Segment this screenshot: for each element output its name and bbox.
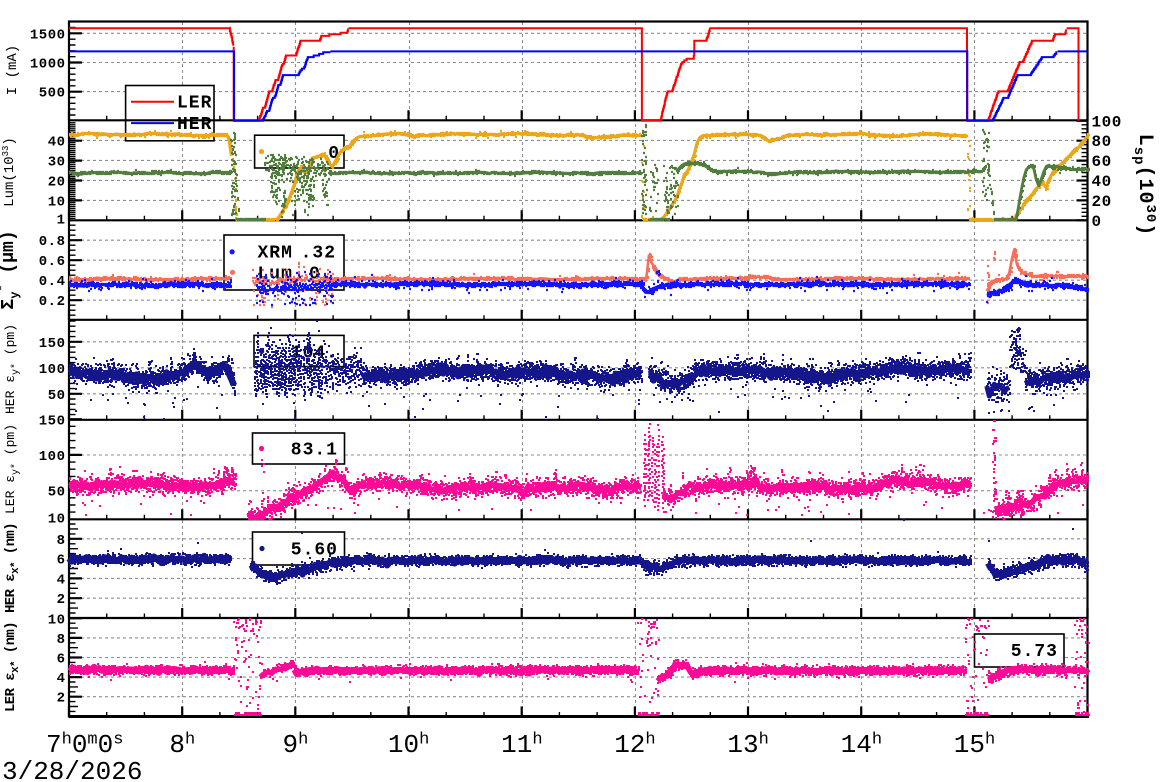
svg-text:0.8: 0.8 (39, 234, 66, 250)
svg-text:30: 30 (48, 154, 66, 170)
svg-text:6: 6 (57, 553, 66, 569)
svg-text:60: 60 (1092, 153, 1112, 171)
svg-text:1000: 1000 (30, 57, 66, 73)
svg-text:1: 1 (57, 212, 66, 228)
svg-text:0.2: 0.2 (39, 294, 66, 310)
svg-text:83.1: 83.1 (291, 440, 338, 460)
svg-text:5.60: 5.60 (291, 540, 338, 560)
svg-text:4: 4 (57, 671, 66, 687)
svg-text:0.4: 0.4 (39, 274, 66, 290)
svg-text:HER: HER (177, 115, 212, 135)
svg-text:8: 8 (57, 533, 66, 549)
svg-text:5.73: 5.73 (1011, 642, 1058, 662)
svg-text:10: 10 (48, 512, 66, 528)
svg-text:HER εy* (pm): HER εy* (pm) (3, 324, 22, 414)
svg-text:80: 80 (1092, 133, 1112, 151)
svg-text:500: 500 (39, 86, 66, 102)
svg-text:40: 40 (1092, 173, 1112, 191)
svg-text:.0: .0 (316, 144, 340, 164)
svg-text:I (mA): I (mA) (5, 45, 21, 95)
svg-text:150: 150 (39, 414, 66, 430)
svg-text:3/28/2026: 3/28/2026 (2, 757, 142, 782)
svg-text:LER εy* (pm): LER εy* (pm) (3, 424, 22, 514)
svg-text:100: 100 (1092, 113, 1122, 131)
svg-text:.32: .32 (301, 244, 336, 264)
svg-text:XRM: XRM (258, 244, 293, 264)
svg-text:150: 150 (39, 336, 66, 352)
svg-text:0.6: 0.6 (39, 254, 66, 270)
svg-text:100: 100 (39, 362, 66, 378)
svg-text:8: 8 (57, 632, 66, 648)
svg-text:4: 4 (57, 572, 66, 588)
svg-text:HER εx* (nm): HER εx* (nm) (3, 523, 22, 613)
svg-text:LER: LER (177, 94, 212, 114)
svg-text:6: 6 (57, 652, 66, 668)
svg-text:10: 10 (48, 612, 66, 628)
svg-text:2: 2 (57, 592, 66, 608)
svg-text:40: 40 (48, 134, 66, 150)
svg-text:20: 20 (1092, 193, 1112, 211)
svg-text:LER εx* (nm): LER εx* (nm) (3, 622, 22, 712)
svg-text:20: 20 (48, 174, 66, 190)
svg-text:100: 100 (39, 449, 66, 465)
svg-text:7h0m0s: 7h0m0s (46, 730, 123, 760)
svg-text:2: 2 (57, 691, 66, 707)
svg-text:50: 50 (48, 388, 66, 404)
svg-text:15h: 15h (954, 730, 995, 760)
svg-text:10: 10 (48, 194, 66, 210)
svg-text:1500: 1500 (30, 27, 66, 43)
svg-text:0: 0 (1092, 213, 1102, 231)
svg-text:50: 50 (48, 485, 66, 501)
